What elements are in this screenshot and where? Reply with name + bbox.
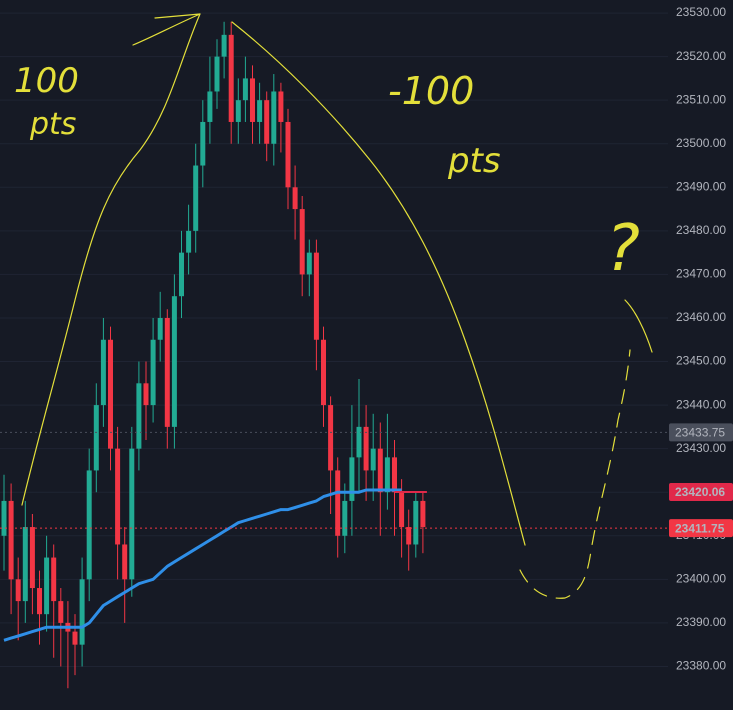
candle-body: [406, 527, 412, 545]
hand-curve: [519, 349, 631, 599]
candle-body: [171, 296, 177, 427]
candle-body: [129, 448, 135, 580]
candle-body: [221, 34, 227, 57]
price-label: 23411.75: [675, 521, 725, 535]
y-tick-label: 23430.00: [676, 441, 726, 455]
candle-body: [51, 557, 57, 602]
candle-body: [306, 252, 312, 275]
candle-body: [15, 579, 21, 602]
candle-body: [420, 500, 426, 528]
candle-body: [214, 56, 220, 92]
candle-body: [356, 426, 362, 458]
y-tick-label: 23390.00: [676, 615, 726, 629]
candle-body: [179, 252, 184, 297]
candle-body: [278, 91, 284, 122]
candle-body: [79, 579, 85, 645]
y-tick-label: 23530.00: [676, 5, 726, 19]
candle-body: [8, 500, 14, 580]
ma-line: [3, 488, 402, 642]
candle-body: [157, 317, 163, 340]
candle-body: [115, 448, 121, 545]
candle-body: [392, 457, 397, 493]
price-label-bg: [669, 519, 733, 538]
candle-body: [207, 91, 213, 122]
y-tick-label: 23510.00: [676, 92, 726, 106]
annotation: -100: [388, 69, 474, 113]
candle-body: [377, 448, 383, 493]
candle-body: [363, 426, 369, 471]
candle-body: [349, 457, 355, 501]
candle-body: [292, 187, 298, 210]
candle-body: [285, 121, 291, 188]
price-axis: 23380.0023390.0023400.0023410.0023420.00…: [669, 5, 733, 673]
candle-body: [193, 165, 199, 231]
candle-body: [136, 383, 142, 449]
candle-body: [242, 78, 248, 101]
candle-body: [29, 527, 35, 589]
candle-body: [413, 500, 419, 545]
price-label-bg: [669, 423, 733, 442]
candle-body: [264, 100, 270, 144]
y-tick-label: 23500.00: [676, 136, 726, 150]
candle-body: [342, 500, 348, 536]
candle-body: [250, 78, 255, 122]
annotation: ?: [606, 212, 640, 286]
candle-body: [200, 121, 206, 166]
price-label: 23420.06: [675, 485, 725, 499]
price-label: 23433.75: [675, 425, 725, 439]
candle-body: [271, 91, 277, 144]
candle-body: [321, 339, 326, 406]
candle-body: [257, 100, 263, 122]
annotations: 100 pts -100 pts?: [14, 61, 640, 286]
plot: [0, 21, 668, 689]
candle-body: [108, 339, 113, 449]
candle-body: [22, 527, 28, 602]
price-label-bg: [669, 482, 733, 501]
candle-body: [122, 544, 128, 580]
y-tick-label: 23380.00: [676, 659, 726, 673]
candle-body: [1, 500, 7, 536]
drawings: [21, 13, 653, 599]
candle-body: [370, 448, 376, 471]
candle-body: [384, 457, 390, 493]
candle-body: [58, 601, 64, 623]
candle-body: [299, 209, 305, 275]
candle-body: [235, 100, 241, 122]
candle-body: [164, 317, 170, 427]
candle-body: [150, 339, 156, 406]
y-tick-label: 23480.00: [676, 223, 726, 237]
candle-body: [313, 252, 319, 340]
hand-curve: [624, 299, 653, 353]
candle-body: [335, 470, 341, 536]
candle-body: [186, 230, 192, 253]
candle-body: [399, 492, 405, 528]
y-tick-label: 23440.00: [676, 397, 726, 411]
y-tick-label: 23460.00: [676, 310, 726, 324]
y-tick-label: 23520.00: [676, 49, 726, 63]
candle-body: [228, 34, 234, 122]
annotation: pts: [447, 141, 501, 181]
candle-body: [86, 470, 92, 580]
y-tick-label: 23450.00: [676, 354, 726, 368]
candle-body: [37, 588, 42, 615]
hand-curve: [21, 13, 201, 506]
y-tick-label: 23400.00: [676, 571, 726, 585]
candle-body: [44, 557, 50, 615]
candle-body: [328, 405, 334, 471]
y-tick-label: 23470.00: [676, 267, 726, 281]
candle-body: [143, 383, 149, 406]
candle-body: [100, 339, 106, 406]
candle-body: [72, 631, 78, 645]
y-tick-label: 23490.00: [676, 179, 726, 193]
annotation: 100: [14, 61, 79, 101]
annotation: pts: [29, 107, 76, 142]
hand-curve: [231, 21, 526, 546]
candle-body: [93, 405, 99, 471]
